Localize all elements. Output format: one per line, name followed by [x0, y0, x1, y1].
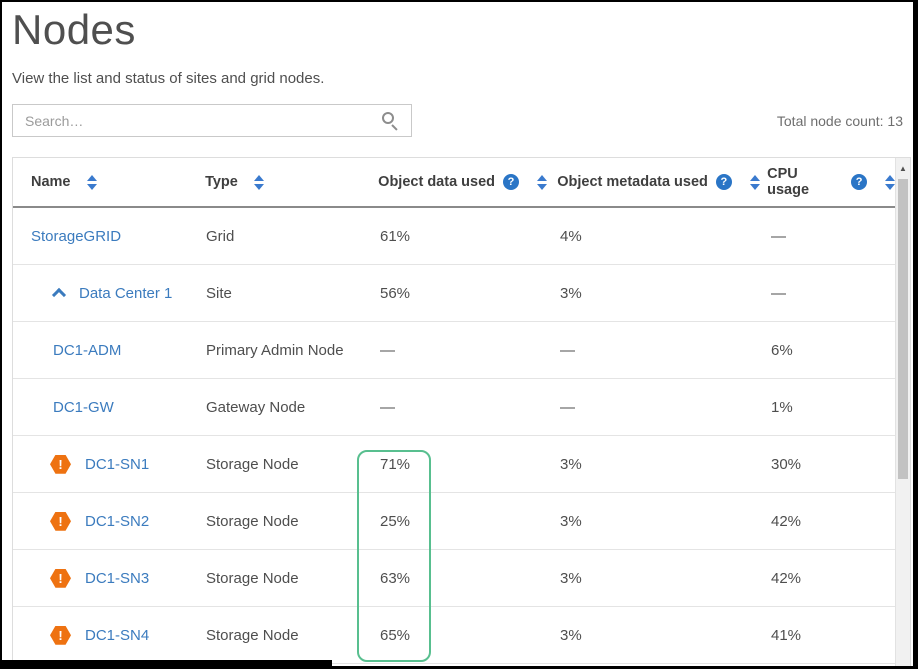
node-link[interactable]: DC1-GW	[53, 398, 114, 416]
object-metadata-used-value: 3%	[560, 284, 582, 302]
help-icon[interactable]: ?	[503, 174, 520, 191]
node-link[interactable]: DC1-ADM	[53, 341, 122, 359]
cpu-usage-value: —	[771, 227, 786, 245]
object-data-used-value: 71%	[380, 455, 411, 473]
total-node-count: Total node count: 13	[776, 112, 903, 129]
sort-icon[interactable]	[86, 174, 97, 190]
page-title: Nodes	[12, 6, 136, 53]
help-icon[interactable]: ?	[715, 174, 732, 191]
object-metadata-used-value: 3%	[560, 626, 582, 644]
node-link[interactable]: DC1-SN2	[85, 512, 150, 530]
object-data-used-value: 25%	[380, 512, 411, 530]
sort-icon[interactable]	[537, 174, 548, 190]
nodes-table-content: Name Type Object data used ? Object meta…	[13, 158, 895, 666]
cpu-usage-value: 41%	[771, 626, 802, 644]
node-type: Site	[206, 284, 232, 302]
help-icon[interactable]: ?	[851, 174, 867, 191]
object-data-used-value: 65%	[380, 626, 411, 644]
table-scrollbar[interactable]: ▲	[895, 158, 910, 666]
column-header-cpu-usage[interactable]: CPU usage ?	[767, 166, 895, 198]
page-subtitle: View the list and status of sites and gr…	[12, 70, 325, 88]
toolbar: Total node count: 13	[12, 104, 903, 138]
column-header-object-data-used[interactable]: Object data used ?	[378, 174, 557, 191]
table-row-dc1-gw: DC1-GW Gateway Node — — 1%	[13, 379, 895, 437]
table-row-dc1-sn3: ! DC1-SN3 Storage Node 63% 3% 42%	[13, 550, 895, 608]
table-header-row: Name Type Object data used ? Object meta…	[13, 158, 895, 209]
bottom-black-bar	[2, 660, 332, 666]
table-row-dc1-adm: DC1-ADM Primary Admin Node — — 6%	[13, 322, 895, 380]
object-data-used-value: 56%	[380, 284, 411, 302]
collapse-chevron-icon[interactable]	[51, 288, 67, 302]
warning-icon: !	[50, 625, 71, 645]
site-link[interactable]: Data Center 1	[79, 284, 173, 302]
table-row-dc1-sn4: ! DC1-SN4 Storage Node 65% 3% 41%	[13, 607, 895, 665]
object-data-used-value: —	[380, 398, 395, 416]
table-row-dc1-sn1: ! DC1-SN1 Storage Node 71% 3% 30%	[13, 436, 895, 494]
scrollbar-thumb[interactable]	[898, 179, 908, 480]
object-data-used-value: 61%	[380, 227, 411, 245]
object-metadata-used-value: 3%	[560, 512, 582, 530]
table-row-storagegrid: StorageGRID Grid 61% 4% —	[13, 208, 895, 266]
node-link[interactable]: DC1-SN1	[85, 455, 150, 473]
node-link[interactable]: StorageGRID	[31, 227, 122, 245]
table-row-data-center-1: Data Center 1 Site 56% 3% —	[13, 265, 895, 323]
cpu-usage-value: —	[771, 284, 786, 302]
column-header-type[interactable]: Type	[205, 174, 378, 190]
column-header-object-metadata-used[interactable]: Object metadata used ?	[557, 174, 767, 191]
scroll-up-button[interactable]: ▲	[899, 163, 907, 173]
node-type: Gateway Node	[206, 398, 306, 416]
warning-icon: !	[50, 454, 71, 474]
node-type: Storage Node	[206, 512, 299, 530]
object-metadata-used-value: 4%	[560, 227, 582, 245]
table-row-dc1-sn2: ! DC1-SN2 Storage Node 25% 3% 42%	[13, 493, 895, 551]
object-data-used-value: 63%	[380, 569, 411, 587]
node-type: Storage Node	[206, 626, 299, 644]
node-link[interactable]: DC1-SN3	[85, 569, 150, 587]
node-type: Grid	[206, 227, 235, 245]
cpu-usage-value: 42%	[771, 569, 802, 587]
cpu-usage-value: 42%	[771, 512, 802, 530]
node-type: Storage Node	[206, 569, 299, 587]
object-data-used-value: —	[380, 341, 395, 359]
cpu-usage-value: 1%	[771, 398, 793, 416]
cpu-usage-value: 30%	[771, 455, 802, 473]
nodes-table: Name Type Object data used ? Object meta…	[12, 157, 911, 666]
column-header-name[interactable]: Name	[13, 174, 205, 190]
sort-icon[interactable]	[885, 174, 895, 190]
search-icon[interactable]	[382, 112, 399, 131]
object-metadata-used-value: 3%	[560, 455, 582, 473]
sort-icon[interactable]	[253, 174, 264, 190]
cpu-usage-value: 6%	[771, 341, 793, 359]
node-type: Primary Admin Node	[206, 341, 344, 359]
search-box	[12, 104, 412, 138]
node-type: Storage Node	[206, 455, 299, 473]
warning-icon: !	[50, 568, 71, 588]
search-input[interactable]	[13, 105, 411, 137]
object-metadata-used-value: 3%	[560, 569, 582, 587]
object-metadata-used-value: —	[560, 341, 575, 359]
warning-icon: !	[50, 511, 71, 531]
sort-icon[interactable]	[749, 174, 760, 190]
node-link[interactable]: DC1-SN4	[85, 626, 150, 644]
table-body: StorageGRID Grid 61% 4% — Data Center 1 …	[13, 208, 895, 665]
object-metadata-used-value: —	[560, 398, 575, 416]
